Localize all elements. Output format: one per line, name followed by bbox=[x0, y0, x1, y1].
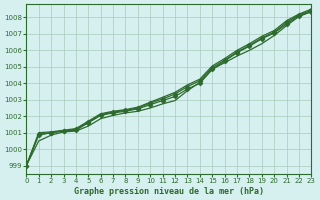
X-axis label: Graphe pression niveau de la mer (hPa): Graphe pression niveau de la mer (hPa) bbox=[74, 187, 264, 196]
